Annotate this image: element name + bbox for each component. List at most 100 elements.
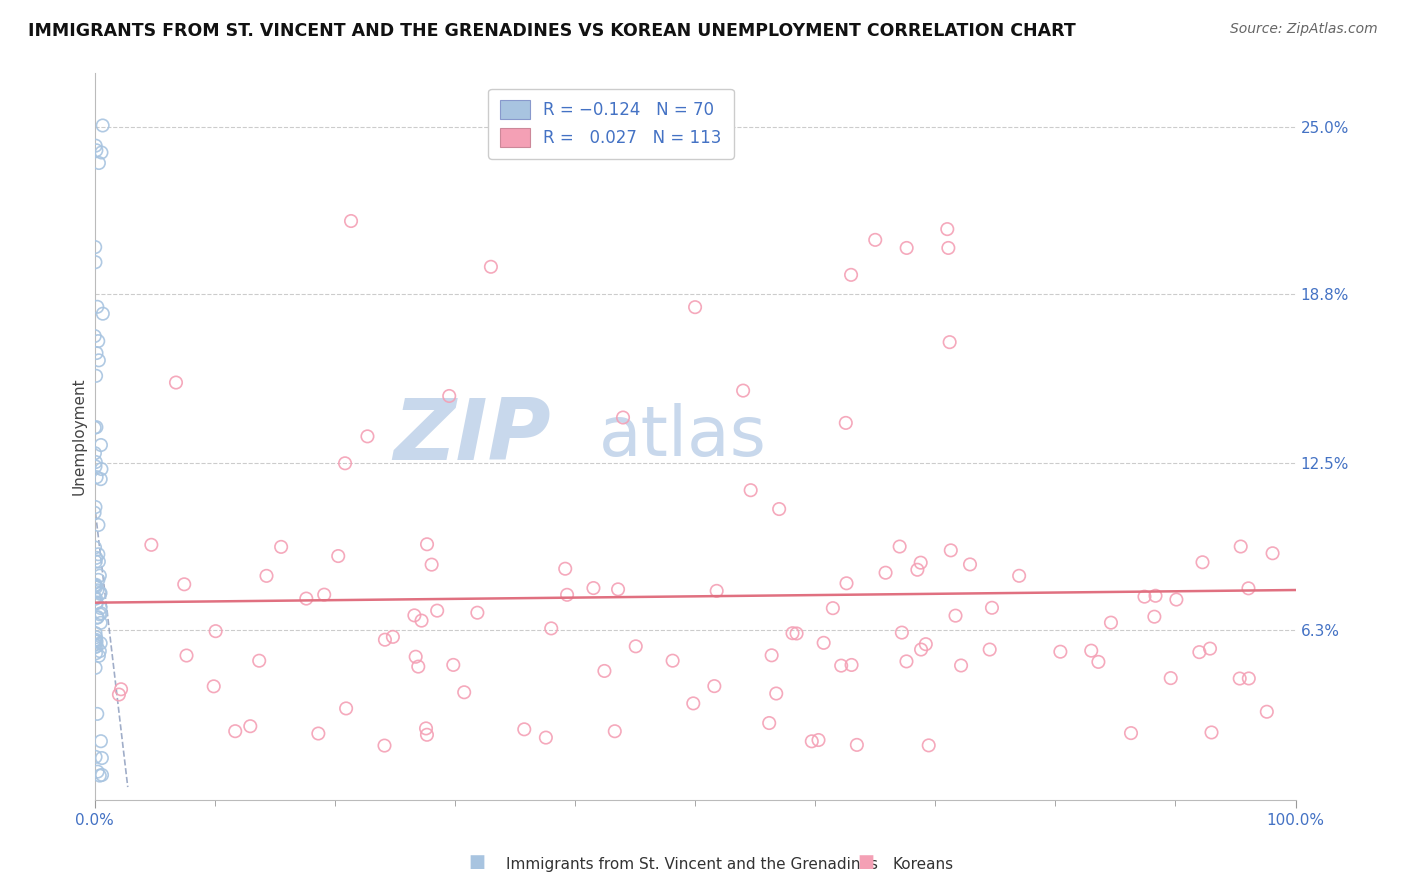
- Point: [84, 630, 107, 644]
- Text: ■: ■: [858, 853, 875, 871]
- Point: [87, 610, 110, 624]
- Point: [1143, 609, 1166, 624]
- Point: [87, 555, 110, 569]
- Point: [807, 733, 830, 747]
- Point: [373, 739, 395, 753]
- Point: [83, 506, 105, 520]
- Point: [1256, 705, 1278, 719]
- Point: [86, 470, 108, 484]
- Point: [1144, 589, 1167, 603]
- Text: ■: ■: [468, 853, 485, 871]
- Point: [89, 568, 111, 582]
- Text: Source: ZipAtlas.com: Source: ZipAtlas.com: [1230, 22, 1378, 37]
- Point: [86, 583, 108, 598]
- Point: [1160, 671, 1182, 685]
- Point: [84, 138, 107, 153]
- Point: [682, 697, 704, 711]
- Point: [87, 353, 110, 368]
- Point: [830, 658, 852, 673]
- Point: [439, 389, 461, 403]
- Point: [441, 657, 464, 672]
- Point: [813, 636, 835, 650]
- Point: [87, 518, 110, 533]
- Point: [328, 549, 350, 563]
- Point: [90, 636, 112, 650]
- Point: [835, 576, 858, 591]
- Point: [821, 601, 844, 615]
- Point: [661, 654, 683, 668]
- Point: [981, 600, 1004, 615]
- Text: ZIP: ZIP: [394, 395, 551, 478]
- Point: [1237, 672, 1260, 686]
- Point: [83, 329, 105, 343]
- Point: [84, 750, 107, 764]
- Point: [905, 563, 928, 577]
- Point: [84, 579, 107, 593]
- Point: [84, 591, 107, 606]
- Point: [84, 240, 107, 254]
- Point: [86, 596, 108, 610]
- Point: [945, 608, 967, 623]
- Point: [90, 751, 112, 765]
- Point: [84, 632, 107, 647]
- Point: [84, 368, 107, 383]
- Legend: R = −0.124   N = 70, R =   0.027   N = 113: R = −0.124 N = 70, R = 0.027 N = 113: [488, 88, 734, 159]
- Point: [87, 547, 110, 561]
- Point: [1080, 643, 1102, 657]
- Point: [1237, 582, 1260, 596]
- Point: [845, 738, 868, 752]
- Point: [86, 706, 108, 721]
- Point: [910, 642, 932, 657]
- Point: [86, 611, 108, 625]
- Point: [1229, 540, 1251, 554]
- Point: [91, 307, 114, 321]
- Point: [467, 606, 489, 620]
- Point: [1133, 590, 1156, 604]
- Point: [416, 728, 439, 742]
- Point: [889, 540, 911, 554]
- Point: [84, 640, 107, 655]
- Point: [91, 119, 114, 133]
- Point: [910, 556, 932, 570]
- Point: [733, 384, 755, 398]
- Point: [90, 472, 112, 486]
- Point: [765, 686, 787, 700]
- Text: Koreans: Koreans: [893, 857, 953, 872]
- Point: [863, 233, 886, 247]
- Point: [841, 657, 863, 672]
- Point: [89, 607, 111, 622]
- Point: [607, 582, 630, 597]
- Point: [108, 688, 131, 702]
- Point: [84, 541, 107, 555]
- Point: [1229, 672, 1251, 686]
- Point: [314, 588, 336, 602]
- Point: [84, 550, 107, 565]
- Point: [86, 596, 108, 610]
- Point: [333, 456, 356, 470]
- Point: [839, 268, 862, 282]
- Point: [84, 638, 107, 652]
- Point: [84, 580, 107, 594]
- Point: [84, 646, 107, 660]
- Point: [1119, 726, 1142, 740]
- Point: [890, 625, 912, 640]
- Point: [110, 682, 132, 697]
- Point: [256, 569, 278, 583]
- Point: [224, 724, 246, 739]
- Point: [202, 679, 225, 693]
- Point: [86, 634, 108, 648]
- Point: [84, 578, 107, 592]
- Point: [554, 562, 576, 576]
- Point: [404, 608, 426, 623]
- Point: [165, 376, 187, 390]
- Point: [270, 540, 292, 554]
- Point: [89, 587, 111, 601]
- Point: [90, 734, 112, 748]
- Point: [86, 346, 108, 360]
- Point: [426, 604, 449, 618]
- Point: [453, 685, 475, 699]
- Point: [800, 734, 823, 748]
- Point: [416, 537, 439, 551]
- Point: [356, 429, 378, 443]
- Point: [84, 500, 107, 514]
